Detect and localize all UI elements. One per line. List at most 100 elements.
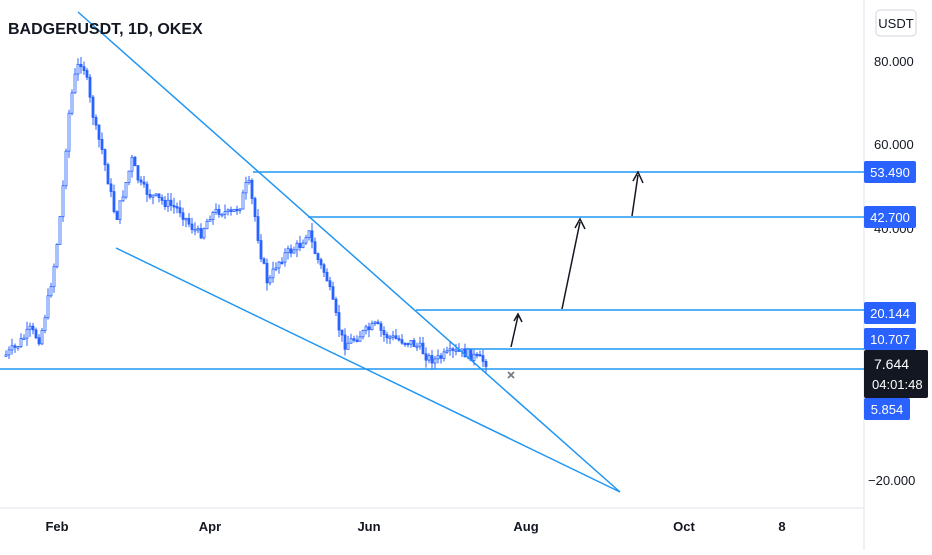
candle-body bbox=[175, 206, 179, 209]
chart-title: BADGERUSDT, 1D, OKEX bbox=[8, 21, 203, 38]
candle-body bbox=[172, 205, 176, 208]
candle-body bbox=[424, 353, 428, 361]
candle-body bbox=[76, 63, 80, 75]
x-tick-label: Aug bbox=[513, 519, 538, 534]
price-tag-label: 53.490 bbox=[870, 165, 910, 180]
candle-body bbox=[382, 329, 386, 336]
candle-body bbox=[451, 348, 455, 351]
candle-body bbox=[310, 230, 314, 243]
wedge-lower-line bbox=[115, 247, 621, 493]
candle-body bbox=[244, 182, 248, 194]
candle-body bbox=[49, 286, 53, 297]
candle-body bbox=[187, 218, 191, 225]
candle-body bbox=[346, 342, 350, 350]
candle-body bbox=[73, 73, 77, 94]
candle-body bbox=[67, 112, 71, 152]
price-tag-label: 5.854 bbox=[871, 402, 904, 417]
currency-button-label[interactable]: USDT bbox=[878, 16, 913, 31]
candle-body bbox=[145, 183, 149, 195]
candle-body bbox=[337, 312, 341, 331]
wedge-upper-line bbox=[77, 11, 621, 493]
candle-body bbox=[415, 345, 419, 349]
currency-button[interactable]: USDT bbox=[875, 9, 917, 37]
candle-body bbox=[115, 211, 119, 220]
projection-arrows bbox=[510, 170, 644, 348]
candle-body bbox=[34, 329, 38, 339]
candle-body bbox=[400, 339, 404, 344]
candle-body bbox=[232, 208, 236, 212]
candle-body bbox=[130, 156, 134, 172]
candle-body bbox=[484, 361, 488, 367]
candle-body bbox=[184, 218, 188, 221]
x-axis[interactable]: Feb Apr Jun Aug Oct 8 bbox=[45, 519, 785, 534]
candle-body bbox=[268, 277, 272, 284]
candle-body bbox=[94, 116, 98, 126]
candle-body bbox=[226, 209, 230, 213]
candle-body bbox=[256, 216, 260, 241]
drawings[interactable] bbox=[0, 11, 864, 493]
candle-body bbox=[136, 165, 140, 181]
candle-body bbox=[181, 212, 185, 220]
candle-body bbox=[241, 192, 245, 210]
candle-body bbox=[19, 338, 23, 347]
candle-body bbox=[13, 345, 17, 348]
candle-body bbox=[142, 181, 146, 185]
candle-body bbox=[358, 336, 362, 342]
candle-body bbox=[178, 207, 182, 214]
candle-body bbox=[208, 219, 212, 222]
candle-body bbox=[421, 342, 425, 355]
candle-body bbox=[316, 253, 320, 261]
candle-body bbox=[214, 208, 218, 213]
price-tag-label: 10.707 bbox=[870, 332, 910, 347]
candle-body bbox=[88, 76, 92, 98]
candle-body bbox=[160, 197, 164, 201]
candle-body bbox=[286, 248, 290, 254]
candle-body bbox=[301, 242, 305, 248]
price-tag-label: 20.144 bbox=[870, 306, 910, 321]
candle-body bbox=[370, 322, 374, 331]
candle-body bbox=[79, 63, 83, 68]
candle-body bbox=[445, 350, 449, 353]
candle-body bbox=[106, 164, 110, 185]
candle-body bbox=[334, 298, 338, 313]
candle-body bbox=[364, 326, 368, 331]
candle-body bbox=[112, 191, 116, 213]
candle-body bbox=[247, 179, 251, 183]
candle-body bbox=[25, 328, 29, 339]
candle-body bbox=[454, 349, 458, 352]
candle-body bbox=[196, 228, 200, 231]
candle-body bbox=[355, 339, 359, 342]
price-tag-5854 bbox=[864, 398, 910, 420]
candle-body bbox=[472, 353, 476, 361]
candle-body bbox=[262, 258, 266, 264]
candle-body bbox=[151, 194, 155, 198]
candle-body bbox=[250, 179, 254, 199]
x-tick-label: Jun bbox=[357, 519, 380, 534]
candle-body bbox=[229, 209, 233, 212]
candle-body bbox=[133, 156, 137, 167]
candle-body bbox=[289, 248, 293, 254]
candle-body bbox=[277, 261, 281, 269]
currency-button-box[interactable] bbox=[875, 9, 917, 37]
last-price-label: 7.644 bbox=[874, 356, 909, 372]
candle-body bbox=[271, 268, 275, 279]
candle-body bbox=[274, 267, 278, 270]
candles bbox=[4, 56, 488, 374]
candle-body bbox=[163, 199, 167, 207]
candle-body bbox=[319, 259, 323, 266]
candle-body bbox=[379, 323, 383, 331]
candle-body bbox=[406, 342, 410, 346]
candle-body bbox=[427, 355, 431, 361]
candle-body bbox=[238, 208, 242, 211]
candle-body bbox=[475, 353, 479, 357]
candle-body bbox=[397, 338, 401, 341]
y-axis[interactable]: 80.000 60.000 40.000 −20.000 bbox=[868, 54, 915, 488]
candle-body bbox=[394, 335, 398, 340]
candle-body bbox=[97, 124, 101, 140]
candle-body bbox=[55, 243, 59, 268]
candle-body bbox=[52, 266, 56, 288]
candle-body bbox=[169, 199, 173, 206]
candle-body bbox=[418, 342, 422, 347]
